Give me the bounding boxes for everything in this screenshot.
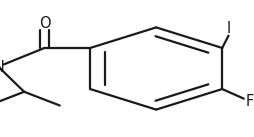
Text: F: F xyxy=(246,94,254,109)
Text: O: O xyxy=(39,16,50,31)
Text: N: N xyxy=(0,60,4,75)
Text: I: I xyxy=(226,21,231,36)
